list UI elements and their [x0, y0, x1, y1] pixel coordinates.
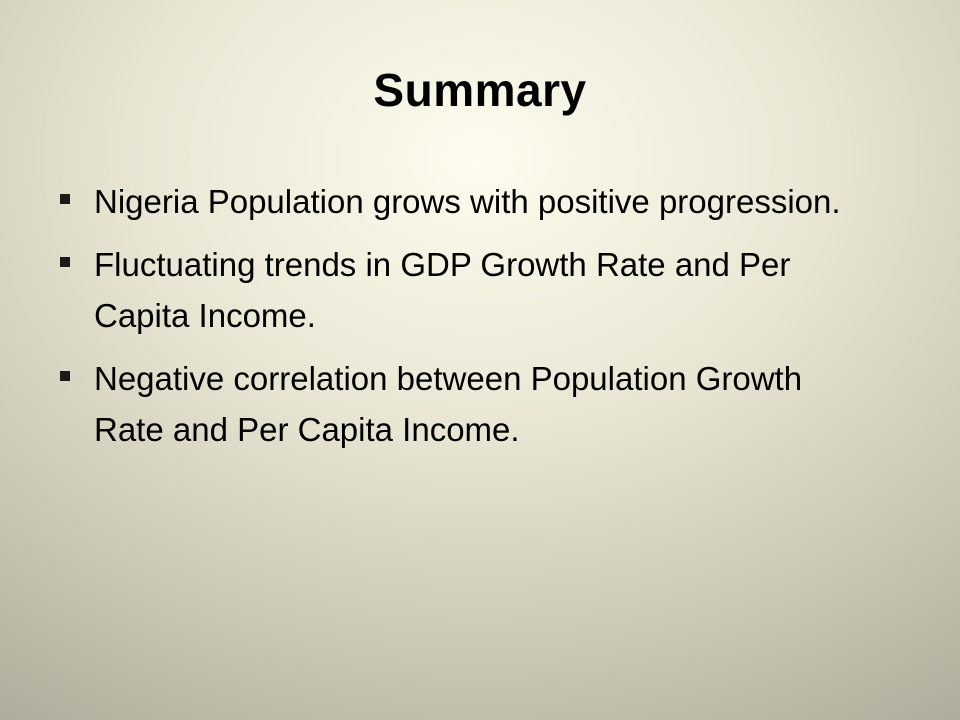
slide-title: Summary — [373, 64, 587, 116]
bullet-item: Fluctuating trends in GDP Growth Rate an… — [56, 239, 876, 341]
bullet-item: Nigeria Population grows with positive p… — [56, 176, 876, 227]
square-bullet-icon — [60, 194, 70, 204]
square-bullet-icon — [60, 371, 70, 381]
bullet-text: Fluctuating trends in GDP Growth Rate an… — [94, 246, 791, 334]
square-bullet-icon — [60, 257, 70, 267]
bullet-item: Negative correlation between Population … — [56, 353, 876, 455]
bullet-list: Nigeria Population grows with positive p… — [56, 176, 876, 467]
bullet-text: Negative correlation between Population … — [94, 360, 803, 448]
bullet-text: Nigeria Population grows with positive p… — [94, 183, 841, 220]
